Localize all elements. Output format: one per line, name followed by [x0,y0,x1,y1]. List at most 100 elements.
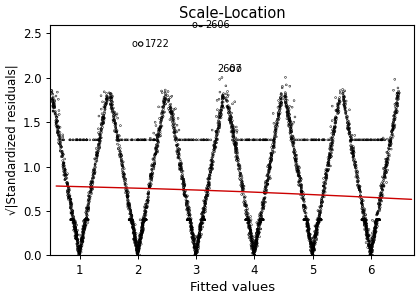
Point [139,230,145,234]
Point [386,146,392,151]
Point [155,134,161,139]
Point [274,117,281,122]
Point [122,137,129,142]
Point [96,139,102,144]
Point [243,212,250,216]
Point [298,188,304,193]
Point [294,169,300,174]
Point [317,217,323,222]
Point [113,130,120,134]
Point [141,217,148,222]
Point [175,149,181,154]
Point [78,244,84,249]
Point [251,252,257,257]
Point [77,246,84,251]
Point [273,123,280,128]
Point [386,146,392,151]
Point [276,112,282,117]
Point [181,192,188,197]
Point [350,154,357,159]
Point [231,125,237,130]
Point [200,217,207,222]
Point [151,156,158,161]
Point [235,157,242,162]
Point [349,154,356,159]
Point [78,237,85,242]
Point [251,245,258,250]
Point [81,226,87,231]
Point [176,167,183,172]
Point [89,179,96,184]
Point [361,217,368,222]
Point [123,189,130,194]
Point [359,204,366,208]
Point [239,184,245,189]
Point [276,104,283,109]
Point [146,185,153,190]
Point [373,222,380,226]
Point [159,124,165,128]
Point [351,133,358,138]
Point [107,101,113,106]
Point [282,101,289,106]
Point [134,244,140,249]
Point [375,217,381,222]
Point [364,229,370,234]
Point [327,146,333,150]
Point [323,178,329,182]
Point [194,249,201,254]
Point [125,207,132,212]
Point [68,200,74,205]
Point [204,176,211,181]
Point [53,120,60,125]
Point [76,251,83,256]
Point [140,217,147,222]
Point [197,221,204,226]
Point [368,244,375,248]
Point [352,163,358,168]
Point [286,117,293,122]
Point [99,111,105,116]
Point [183,194,190,199]
Point [147,172,154,176]
Point [127,217,134,222]
Point [159,90,165,95]
Point [172,137,179,142]
Point [97,133,103,138]
Point [329,135,336,140]
Point [68,217,75,222]
Point [302,210,309,214]
Point [250,250,257,255]
Point [218,108,224,113]
Point [84,208,90,213]
Point [369,237,375,242]
Point [59,151,66,155]
Point [390,134,396,139]
Point [248,231,255,236]
Point [237,164,244,168]
Point [203,189,210,194]
Point [147,174,154,178]
Point [154,135,161,140]
Point [299,189,305,194]
Point [266,173,273,178]
Point [141,204,148,209]
Point [250,242,257,247]
Point [78,236,85,241]
Point [255,229,262,234]
Point [121,172,128,176]
Point [74,231,80,236]
Point [312,233,319,238]
Point [394,101,401,106]
Point [350,147,357,152]
Point [251,243,258,248]
Point [125,194,131,199]
Point [234,154,241,158]
Point [153,133,160,137]
Point [138,231,145,236]
Point [295,167,302,171]
Point [371,235,378,239]
Point [275,113,281,118]
Point [181,190,188,194]
Point [75,241,81,245]
